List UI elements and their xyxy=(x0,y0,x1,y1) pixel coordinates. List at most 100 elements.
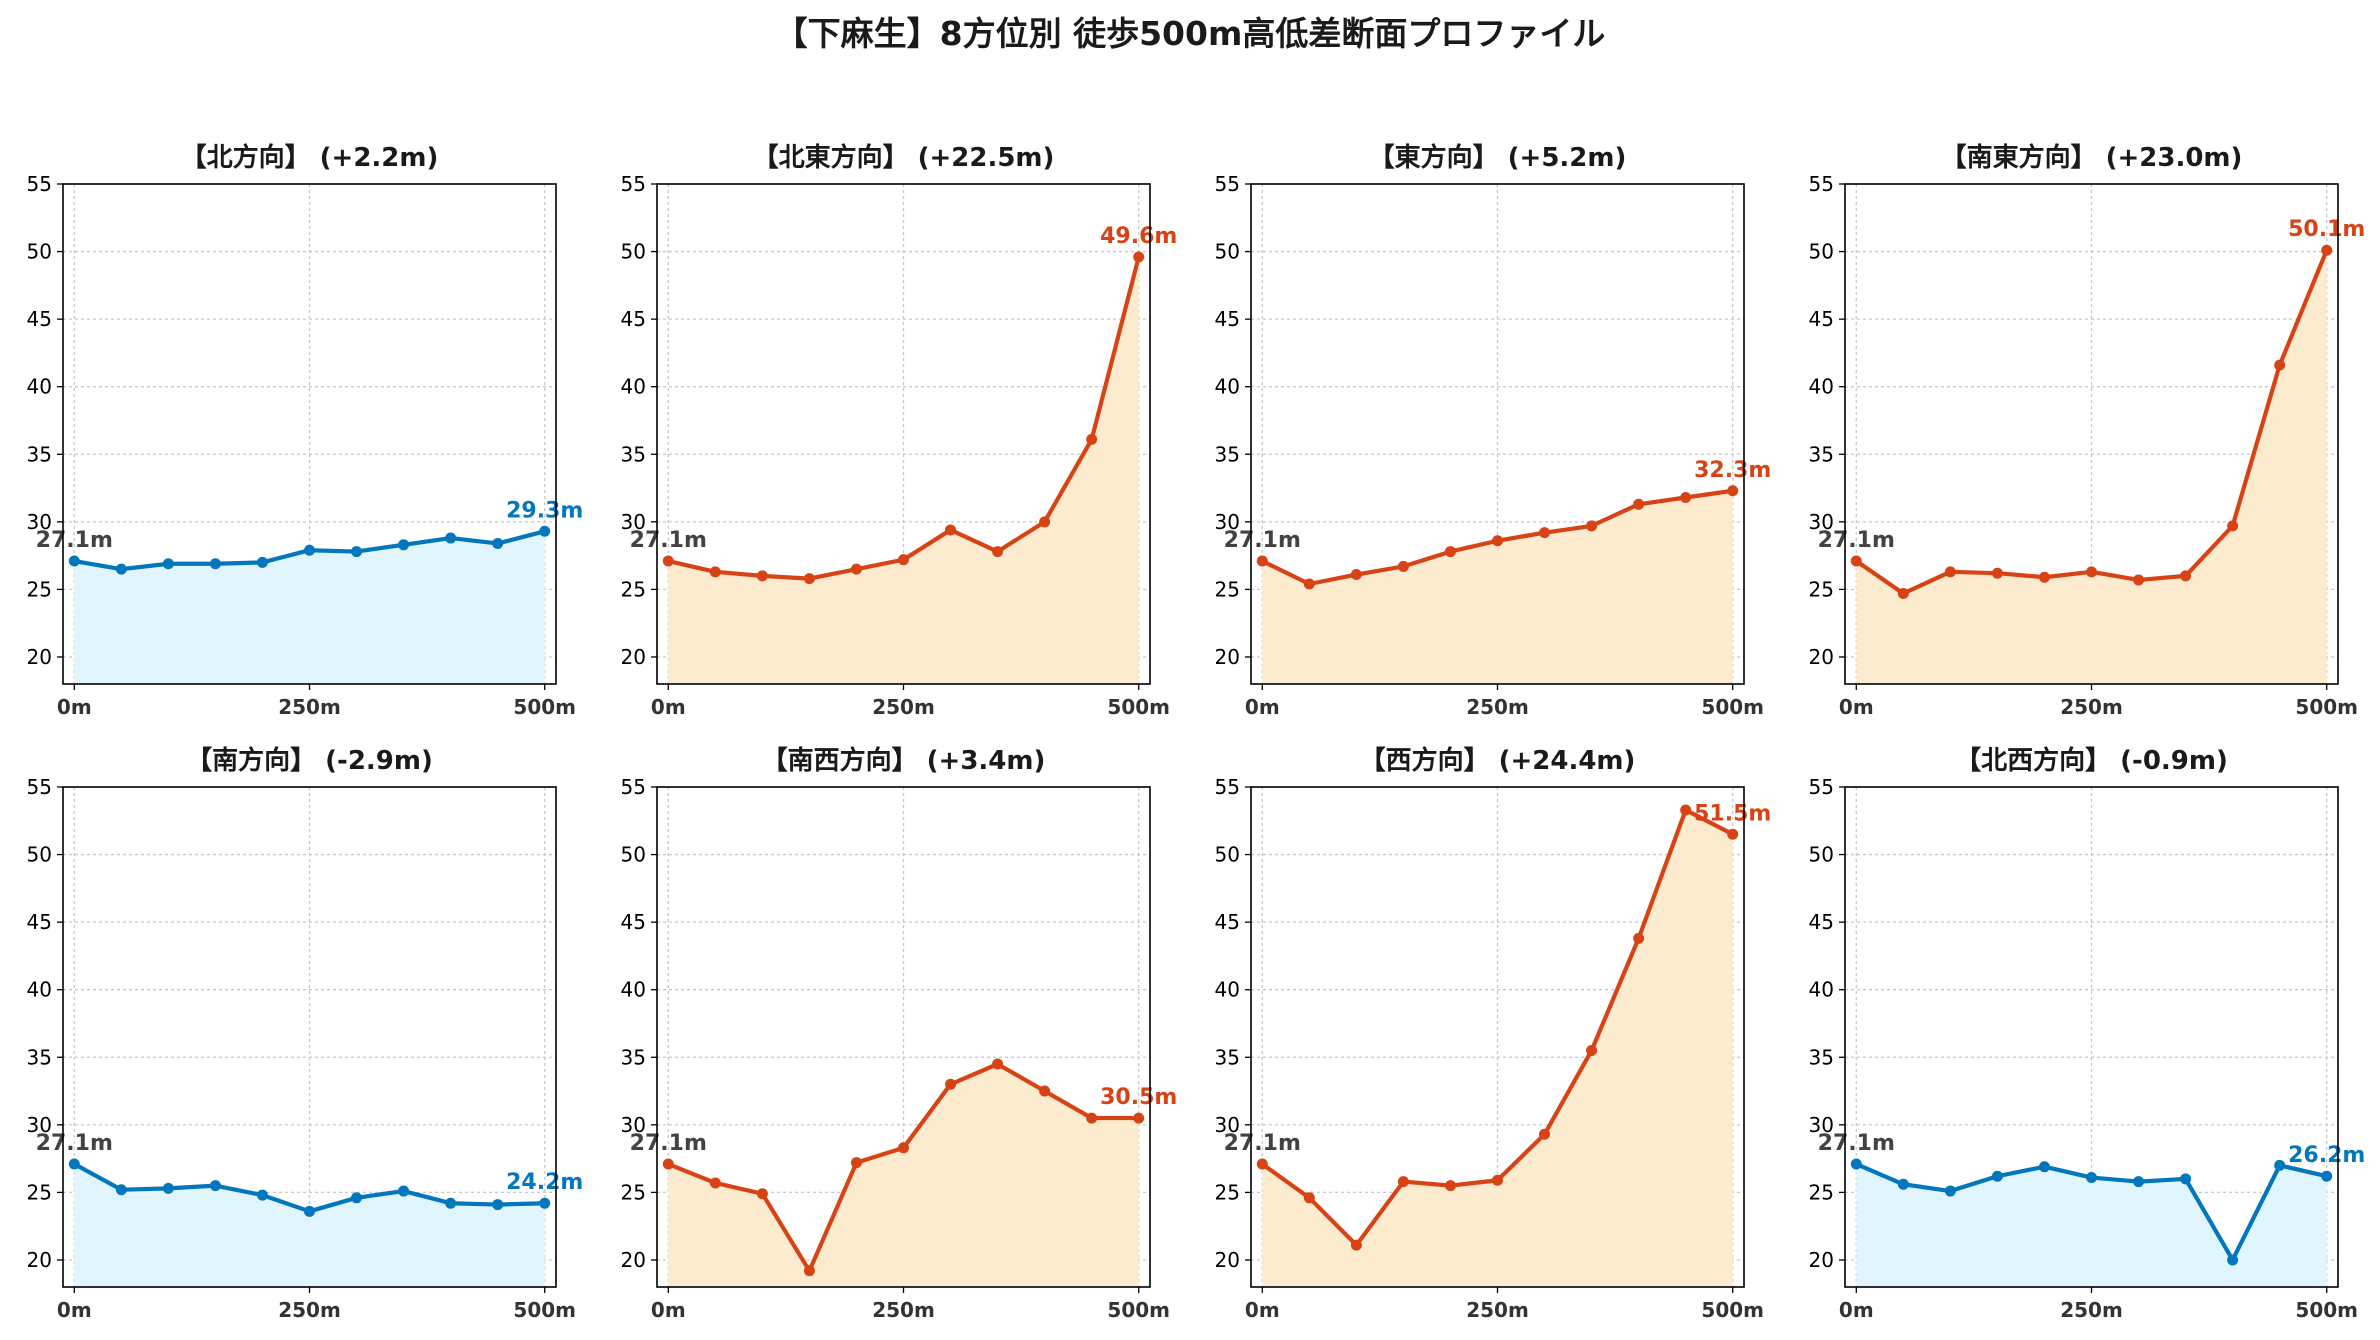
elevation-point xyxy=(115,1184,127,1196)
elevation-point xyxy=(304,544,315,556)
profile-panel: 【南西方向】 (+3.4m) 27.1m 30.5m 20 25 30 35 40 45 50 55… xyxy=(621,745,1178,1322)
start-elevation-label: 27.1m xyxy=(1818,528,1895,553)
y-tick-label: 55 xyxy=(621,775,646,799)
elevation-point xyxy=(304,1205,315,1217)
y-tick-label: 40 xyxy=(1809,978,1834,1002)
x-tick-label: 250m xyxy=(2060,695,2123,719)
elevation-point xyxy=(803,1265,815,1277)
y-tick-label: 20 xyxy=(1809,645,1834,669)
elevation-point xyxy=(1039,1085,1051,1097)
elevation-point xyxy=(1727,485,1739,497)
panel-title: 【西方向】 (+24.4m) xyxy=(1360,745,1636,776)
y-tick-label: 30 xyxy=(1215,510,1240,534)
elevation-point xyxy=(1492,1174,1503,1186)
elevation-area xyxy=(74,531,545,684)
y-tick-label: 40 xyxy=(27,375,52,399)
elevation-area xyxy=(1856,1164,2327,1287)
y-tick-label: 25 xyxy=(1215,577,1240,601)
y-tick-label: 45 xyxy=(1809,307,1834,331)
end-elevation-label: 49.6m xyxy=(1100,224,1177,249)
elevation-point xyxy=(1350,569,1362,581)
elevation-point xyxy=(1850,555,1862,567)
elevation-point xyxy=(1397,560,1409,572)
elevation-area xyxy=(1262,490,1733,684)
elevation-point xyxy=(803,573,815,585)
elevation-point xyxy=(1944,566,1956,578)
y-tick-label: 55 xyxy=(1215,172,1240,196)
y-tick-label: 40 xyxy=(621,978,646,1002)
end-elevation-label: 30.5m xyxy=(1100,1085,1177,1110)
x-tick-label: 0m xyxy=(1245,1298,1280,1322)
panel-title: 【南方向】 (-2.9m) xyxy=(186,745,433,776)
y-tick-label: 35 xyxy=(1809,442,1834,466)
y-tick-label: 45 xyxy=(1215,307,1240,331)
elevation-point xyxy=(1680,492,1692,504)
y-tick-label: 35 xyxy=(27,1045,52,1069)
y-tick-label: 20 xyxy=(621,1248,646,1272)
elevation-point xyxy=(2274,1159,2286,1171)
elevation-point xyxy=(162,1182,174,1194)
y-tick-label: 35 xyxy=(1215,442,1240,466)
panel-title: 【北東方向】 (+22.5m) xyxy=(753,142,1055,173)
profile-panel: 【東方向】 (+5.2m) 27.1m 32.3m 20 25 30 35 40 45 50 55 0… xyxy=(1215,142,1772,719)
y-tick-label: 50 xyxy=(621,240,646,264)
elevation-area xyxy=(1856,250,2327,684)
x-tick-label: 0m xyxy=(1245,695,1280,719)
elevation-point xyxy=(2227,520,2239,532)
y-tick-label: 25 xyxy=(621,577,646,601)
y-tick-label: 30 xyxy=(1809,510,1834,534)
axes-frame xyxy=(62,183,557,685)
elevation-point xyxy=(1039,516,1051,528)
y-tick-label: 20 xyxy=(1215,1248,1240,1272)
axes-frame xyxy=(656,786,1151,1288)
elevation-point xyxy=(992,546,1004,558)
y-tick-label: 25 xyxy=(1215,1180,1240,1204)
elevation-point xyxy=(209,558,221,570)
elevation-point xyxy=(115,563,127,575)
y-tick-label: 50 xyxy=(1809,240,1834,264)
y-tick-label: 35 xyxy=(621,1045,646,1069)
elevation-point xyxy=(256,556,268,568)
elevation-point xyxy=(756,1188,768,1200)
elevation-point xyxy=(1897,587,1909,599)
y-tick-label: 30 xyxy=(1809,1113,1834,1137)
profile-panel: 【北東方向】 (+22.5m) 27.1m 49.6m 20 25 30 35 40 45 50 5… xyxy=(621,142,1178,719)
elevation-point xyxy=(1991,567,2003,579)
panel-title: 【北西方向】 (-0.9m) xyxy=(1955,745,2228,776)
panel-title: 【東方向】 (+5.2m) xyxy=(1369,142,1627,173)
y-tick-label: 20 xyxy=(27,1248,52,1272)
profile-panel: 【南方向】 (-2.9m) 27.1m 24.2m 20 25 30 35 40 45 50 55 0… xyxy=(27,745,584,1322)
profile-panel: 【西方向】 (+24.4m) 27.1m 51.5m 20 25 30 35 40 45 50 55… xyxy=(1215,745,1772,1322)
elevation-point xyxy=(492,537,504,549)
elevation-point xyxy=(1850,1158,1862,1170)
y-tick-label: 50 xyxy=(1809,843,1834,867)
start-elevation-label: 27.1m xyxy=(1224,1131,1301,1156)
panel-title: 【南東方向】 (+23.0m) xyxy=(1941,142,2243,173)
elevation-point xyxy=(2086,566,2097,578)
x-tick-label: 250m xyxy=(1466,1298,1529,1322)
start-elevation-label: 27.1m xyxy=(36,1131,113,1156)
profile-panel: 【北方向】 (+2.2m) 27.1m 29.3m 20 25 30 35 40 45 50 55 0… xyxy=(27,142,584,719)
elevation-point xyxy=(1397,1176,1409,1188)
y-tick-label: 55 xyxy=(1215,775,1240,799)
elevation-point xyxy=(662,1158,674,1170)
elevation-point xyxy=(1586,520,1598,532)
axes-frame xyxy=(1250,786,1745,1288)
elevation-point xyxy=(2321,1170,2333,1182)
elevation-point xyxy=(1727,828,1739,840)
x-tick-label: 500m xyxy=(1107,1298,1170,1322)
elevation-point xyxy=(1256,555,1268,567)
elevation-point xyxy=(1444,1180,1456,1192)
y-tick-label: 45 xyxy=(621,910,646,934)
elevation-point xyxy=(68,1158,80,1170)
elevation-point xyxy=(1444,546,1456,558)
y-tick-label: 40 xyxy=(27,978,52,1002)
y-tick-label: 50 xyxy=(27,843,52,867)
y-tick-label: 30 xyxy=(27,510,52,534)
y-tick-label: 25 xyxy=(1809,577,1834,601)
elevation-point xyxy=(256,1189,268,1201)
y-tick-label: 20 xyxy=(1809,1248,1834,1272)
elevation-point xyxy=(2133,1176,2145,1188)
y-tick-label: 40 xyxy=(1215,978,1240,1002)
elevation-point xyxy=(398,1185,410,1197)
